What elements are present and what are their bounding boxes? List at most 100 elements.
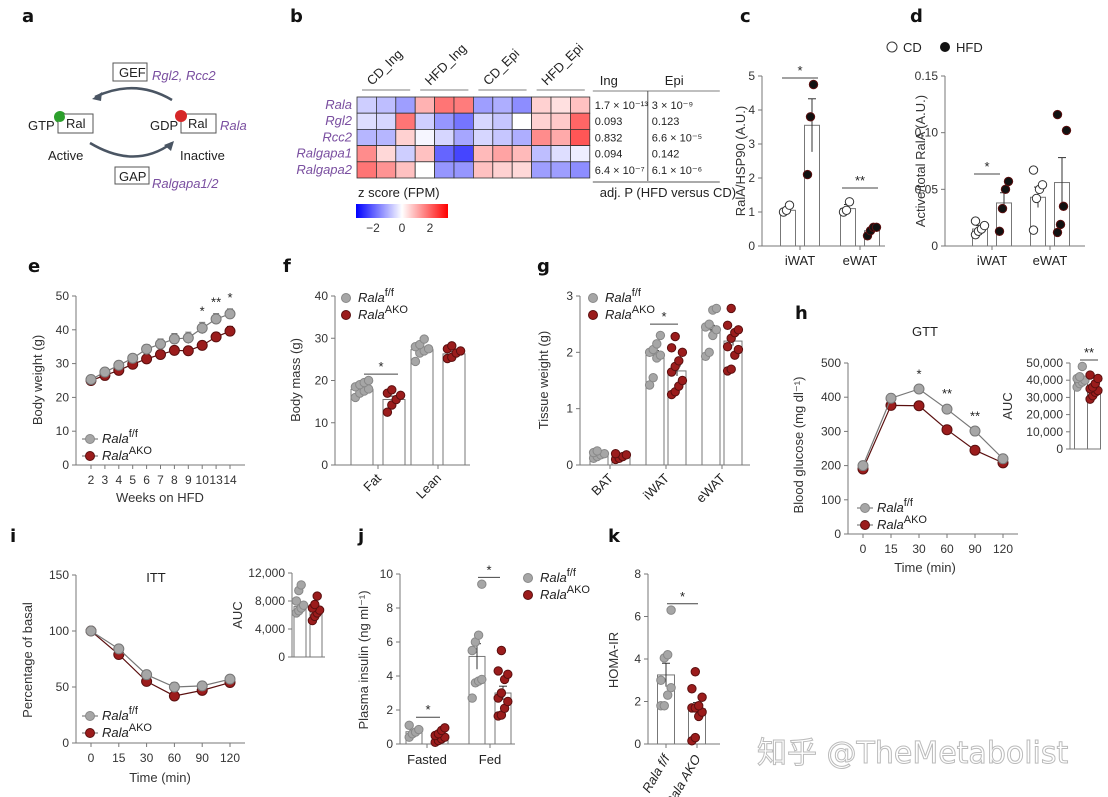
i-inset-ff-point	[296, 580, 306, 590]
j-sig-star: *	[486, 562, 491, 577]
f-legend-sup-ako: AKO	[385, 304, 409, 316]
e-x-tick-label: 5	[129, 473, 136, 487]
gef-arrowhead	[92, 92, 102, 101]
g-y-tick-label: 0	[566, 458, 573, 472]
d-cd-point	[1028, 225, 1039, 235]
g-x-label: BAT	[588, 470, 616, 498]
g-ff-bar	[645, 354, 665, 466]
e-x-tick-label: 6	[143, 473, 150, 487]
i-xlabel: Time (min)	[129, 770, 191, 785]
heatmap-cell	[395, 161, 416, 179]
c-hfd-point	[808, 79, 819, 90]
gdp-dot	[175, 110, 187, 122]
e-point	[210, 313, 222, 325]
heatmap-cell	[375, 145, 397, 163]
g-ako-point	[733, 325, 744, 335]
j-ff-point	[477, 674, 487, 685]
h-y-tick-label: 200	[821, 459, 841, 473]
g-ff-point	[655, 350, 666, 360]
d-y-tick-label: 0.15	[915, 69, 939, 83]
h-legend-sup-ako: AKO	[904, 514, 928, 526]
e-point	[182, 332, 194, 344]
heatmap-cell	[550, 145, 571, 163]
h-inset-y-tick-label: 40,000	[1026, 373, 1063, 387]
j-y-tick-label: 4	[386, 669, 393, 683]
h-point	[941, 403, 953, 415]
h-legend-label-ff: Rala	[877, 500, 904, 515]
e-x-tick-label: 14	[223, 473, 237, 487]
k-ako-point	[687, 684, 697, 694]
f-legend-label-ff: Rala	[358, 290, 385, 305]
heatmap-cell	[472, 161, 494, 179]
g-legend-sup-ff: f/f	[632, 287, 642, 299]
k-ff-point	[666, 682, 676, 693]
e-legend-marker-ff	[85, 434, 95, 444]
heatmap-cell	[511, 145, 533, 163]
h-point	[969, 425, 981, 437]
c-y-tick-label: 4	[748, 103, 755, 117]
gene-label: Rgl2	[325, 113, 353, 128]
h-point	[997, 453, 1009, 465]
h-title: GTT	[912, 324, 938, 339]
f-sig-star: *	[378, 359, 383, 374]
j-legend-marker-ako	[523, 590, 533, 600]
i-y-tick-label: 100	[49, 624, 69, 638]
i-point	[196, 680, 208, 692]
d-hfd-point	[994, 226, 1005, 236]
f-ako-point	[387, 385, 397, 395]
panel-label-j: j	[357, 526, 364, 547]
f-ff-bar	[410, 349, 434, 466]
g-ako-point	[733, 344, 744, 355]
g-x-label: eWAT	[693, 470, 728, 505]
d-cd-point	[1031, 193, 1042, 204]
h-legend-marker-ff	[860, 503, 870, 513]
c-y-tick-label: 2	[748, 171, 755, 185]
panel-label-f: f	[283, 256, 291, 277]
k-y-tick-label: 6	[634, 610, 641, 624]
f-y-tick-label: 10	[315, 416, 329, 430]
gef-genes: Rgl2, Rcc2	[152, 68, 216, 83]
column-group-label: CD_Epi	[480, 46, 522, 88]
i-inset-y-tick-label: 4,000	[255, 622, 285, 636]
pval-col-ing: Ing	[600, 73, 618, 88]
heatmap-cell	[453, 96, 474, 114]
e-y-tick-label: 30	[56, 357, 70, 371]
c-y-tick-label: 5	[748, 69, 755, 83]
h-point	[969, 444, 981, 456]
d-y-tick-label: 0.10	[915, 126, 939, 140]
e-y-tick-label: 10	[56, 424, 70, 438]
k-y-tick-label: 0	[634, 737, 641, 751]
j-legend-label-ff: Rala	[540, 570, 567, 585]
h-inset-ff-point	[1075, 372, 1085, 382]
d-hfd-point	[997, 203, 1008, 214]
h-inset-ako-point	[1085, 370, 1095, 380]
g-legend-marker-ff	[588, 293, 598, 303]
heatmap-cell	[375, 128, 397, 146]
c-ylabel: RalA/HSP90 (A.U.)	[733, 106, 748, 217]
g-ff-point	[704, 319, 714, 329]
e-sig-star: **	[211, 295, 221, 310]
e-point	[224, 308, 236, 320]
gtp-label: GTP	[28, 118, 55, 133]
f-y-tick-label: 20	[315, 374, 329, 388]
g-ff-point	[655, 330, 666, 341]
h-point	[857, 460, 869, 472]
pval-epi: 0.142	[652, 149, 680, 161]
j-ylabel: Plasma insulin (ng ml⁻¹)	[356, 590, 371, 729]
colorbar-tick: 2	[427, 221, 434, 235]
heatmap-cell	[453, 128, 474, 146]
j-legend-sup-ako: AKO	[567, 584, 591, 596]
j-ako-point	[503, 669, 513, 679]
heatmap-cell	[356, 145, 377, 163]
heatmap-cell	[395, 145, 416, 163]
f-ako-point	[455, 346, 466, 356]
f-y-tick-label: 40	[315, 289, 329, 303]
heatmap-cell	[414, 161, 436, 179]
heatmap-cell	[531, 145, 552, 163]
g-ako-point	[666, 343, 677, 353]
colorbar-tick: −2	[366, 221, 380, 235]
i-point	[85, 625, 97, 637]
heatmap-cell	[511, 112, 533, 130]
h-y-tick-label: 300	[821, 424, 841, 438]
heatmap-cell	[570, 112, 591, 130]
